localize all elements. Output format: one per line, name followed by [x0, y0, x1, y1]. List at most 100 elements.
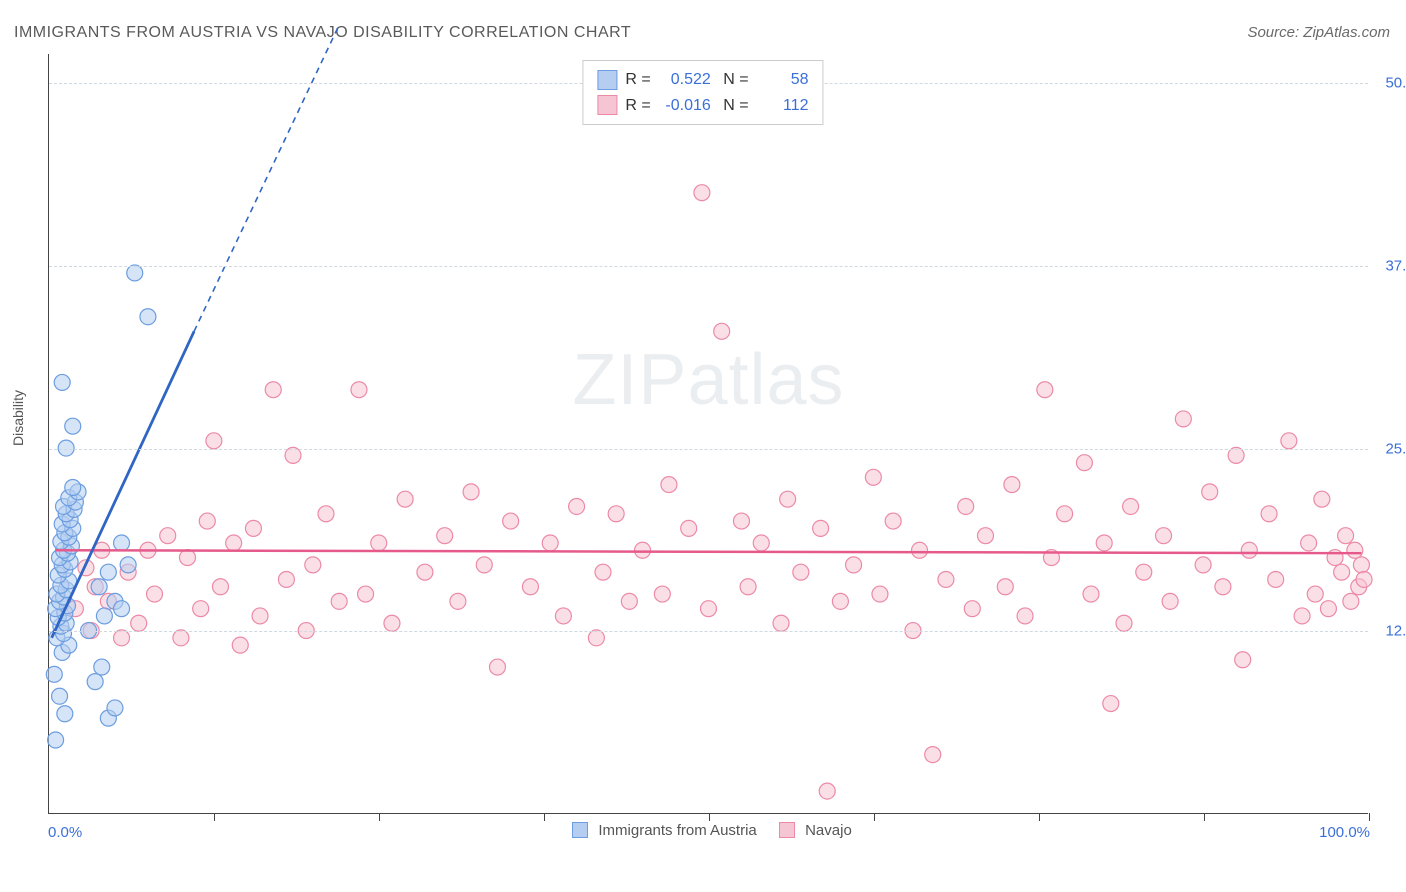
data-point	[1281, 433, 1297, 449]
data-point	[1356, 571, 1372, 587]
data-point	[52, 688, 68, 704]
data-point	[1215, 579, 1231, 595]
data-point	[1228, 447, 1244, 463]
data-point	[1261, 506, 1277, 522]
data-point	[1136, 564, 1152, 580]
data-point	[1343, 593, 1359, 609]
legend-label-2: Navajo	[805, 822, 852, 839]
data-point	[1103, 696, 1119, 712]
data-point	[1116, 615, 1132, 631]
plot-area: ZIPatlas 12.5%25.0%37.5%50.0%	[48, 54, 1368, 814]
data-point	[318, 506, 334, 522]
data-point	[107, 700, 123, 716]
data-point	[865, 469, 881, 485]
data-point	[94, 659, 110, 675]
data-point	[813, 520, 829, 536]
data-point	[65, 418, 81, 434]
data-point	[503, 513, 519, 529]
data-point	[661, 477, 677, 493]
stat-r-value-2: -0.016	[659, 93, 711, 119]
data-point	[1241, 542, 1257, 558]
data-point	[1301, 535, 1317, 551]
data-point	[997, 579, 1013, 595]
y-tick-label: 50.0%	[1373, 75, 1406, 92]
data-point	[1096, 535, 1112, 551]
data-point	[331, 593, 347, 609]
data-point	[555, 608, 571, 624]
gridline	[49, 266, 1368, 267]
data-point	[114, 601, 130, 617]
data-point	[1202, 484, 1218, 500]
stat-n-value-2: 112	[757, 93, 809, 119]
data-point	[1320, 601, 1336, 617]
data-point	[977, 528, 993, 544]
data-point	[476, 557, 492, 573]
stats-legend-box: R = 0.522 N = 58 R = -0.016 N = 112	[582, 60, 823, 125]
y-axis-label: Disability	[10, 390, 26, 446]
data-point	[226, 535, 242, 551]
data-point	[489, 659, 505, 675]
data-point	[54, 374, 70, 390]
data-point	[1175, 411, 1191, 427]
data-point	[450, 593, 466, 609]
stat-r-label: R =	[625, 93, 650, 119]
data-point	[1057, 506, 1073, 522]
data-point	[305, 557, 321, 573]
data-point	[872, 586, 888, 602]
legend-swatch-1	[572, 822, 588, 838]
data-point	[96, 608, 112, 624]
data-point	[1294, 608, 1310, 624]
data-point	[701, 601, 717, 617]
data-point	[714, 323, 730, 339]
data-point	[773, 615, 789, 631]
data-point	[1156, 528, 1172, 544]
data-point	[232, 637, 248, 653]
data-point	[463, 484, 479, 500]
data-point	[542, 535, 558, 551]
data-point	[1076, 455, 1092, 471]
data-point	[131, 615, 147, 631]
data-point	[1235, 652, 1251, 668]
data-point	[753, 535, 769, 551]
data-point	[681, 520, 697, 536]
data-point	[127, 265, 143, 281]
data-point	[1162, 593, 1178, 609]
data-point	[1083, 586, 1099, 602]
data-point	[912, 542, 928, 558]
data-point	[1307, 586, 1323, 602]
legend-label-1: Immigrants from Austria	[598, 822, 756, 839]
chart-container: IMMIGRANTS FROM AUSTRIA VS NAVAJO DISABI…	[0, 0, 1406, 892]
data-point	[964, 601, 980, 617]
x-tick	[544, 813, 545, 821]
data-point	[1123, 498, 1139, 514]
data-point	[417, 564, 433, 580]
data-point	[437, 528, 453, 544]
data-point	[384, 615, 400, 631]
data-point	[199, 513, 215, 529]
data-point	[522, 579, 538, 595]
data-point	[91, 579, 107, 595]
data-point	[371, 535, 387, 551]
stats-swatch-series1	[597, 70, 617, 90]
data-point	[180, 550, 196, 566]
data-point	[569, 498, 585, 514]
x-tick	[874, 813, 875, 821]
y-tick-label: 37.5%	[1373, 257, 1406, 274]
data-point	[114, 535, 130, 551]
data-point	[245, 520, 261, 536]
data-point	[87, 674, 103, 690]
data-point	[147, 586, 163, 602]
data-point	[780, 491, 796, 507]
data-point	[252, 608, 268, 624]
data-point	[48, 732, 64, 748]
y-tick-label: 25.0%	[1373, 440, 1406, 457]
data-point	[1334, 564, 1350, 580]
data-point	[635, 542, 651, 558]
data-point	[1195, 557, 1211, 573]
data-point	[1338, 528, 1354, 544]
stat-r-value-1: 0.522	[659, 67, 711, 93]
data-point	[595, 564, 611, 580]
x-tick	[1369, 813, 1370, 821]
data-point	[212, 579, 228, 595]
data-point	[958, 498, 974, 514]
